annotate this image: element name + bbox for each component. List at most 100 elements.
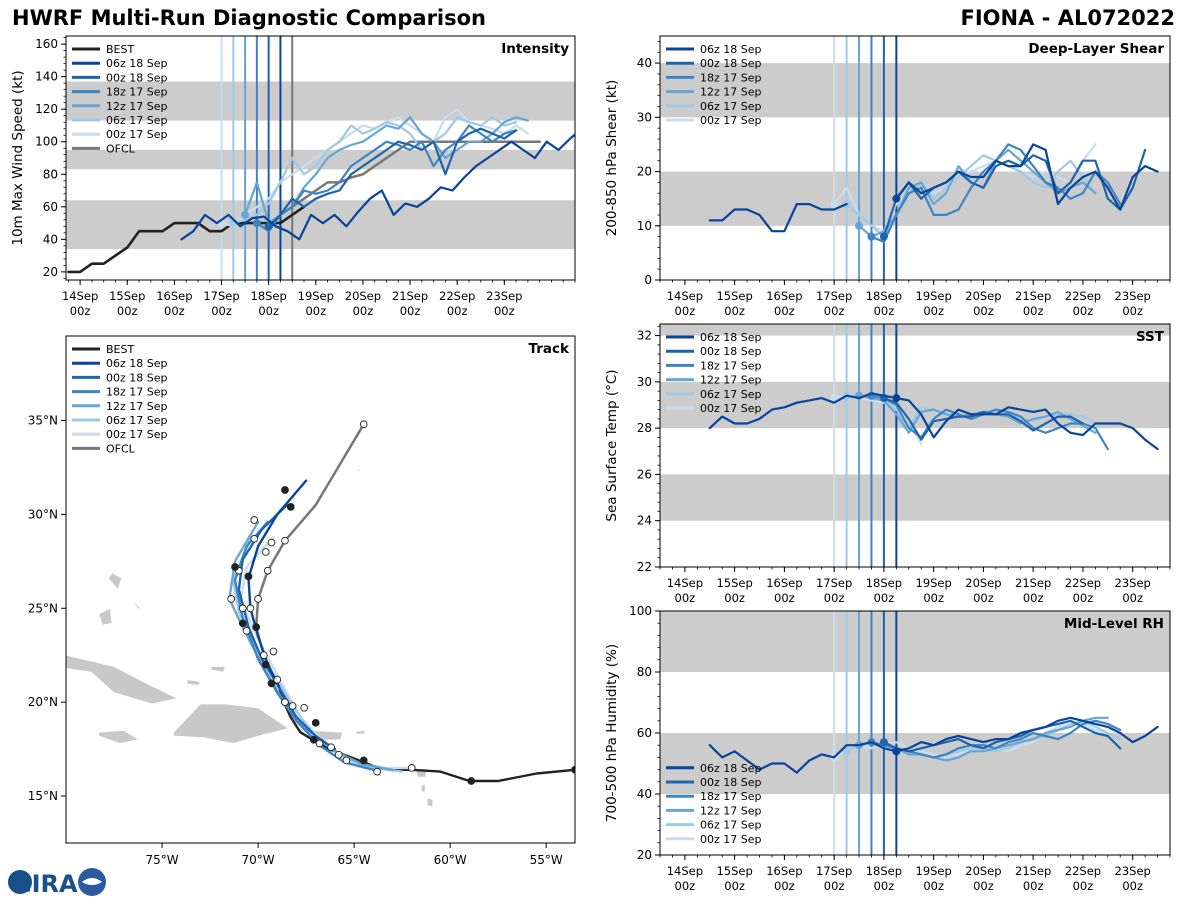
x-tick-label-hour: 00z	[774, 879, 795, 893]
track-point-ofcl	[259, 651, 268, 660]
legend-entry-00z-17-sep: 00z 17 Sep	[106, 428, 168, 441]
init-point-00z-18-sep	[264, 222, 273, 231]
legend-entry-06z-17-sep: 06z 17 Sep	[106, 414, 168, 427]
map-frame	[65, 335, 576, 844]
x-tick-label-day: 20Sep	[345, 289, 381, 303]
series-06z-18-sep	[708, 716, 1159, 774]
x-tick-label-hour: 00z	[923, 591, 944, 605]
init-point-00z-17-sep	[830, 394, 839, 403]
x-tick-label-day: 18Sep	[251, 289, 287, 303]
legend-entry-00z-18-sep: 00z 18 Sep	[700, 345, 762, 358]
x-tick-label-day: 19Sep	[916, 289, 952, 303]
y-tick-label: 100	[35, 135, 58, 149]
land-cuba	[66, 654, 179, 705]
legend-entry-best: BEST	[106, 343, 134, 356]
y-tick-label: 26	[637, 467, 652, 481]
x-tick-label-hour: 00z	[774, 591, 795, 605]
track-point-12z-17-sep	[327, 743, 335, 752]
y-tick-label: 20	[43, 265, 58, 279]
legend-entry-12z-17-sep: 12z 17 Sep	[700, 374, 762, 387]
lat-tick-label: 35°N	[28, 414, 58, 428]
x-tick-label-hour: 00z	[675, 591, 696, 605]
x-tick-label-hour: 00z	[824, 879, 845, 893]
legend-entry-00z-17-sep: 00z 17 Sep	[700, 833, 762, 846]
y-tick-label: 10	[637, 219, 652, 233]
land-hispaniola	[173, 703, 290, 744]
x-tick-label-day: 22Sep	[439, 289, 475, 303]
x-tick-label-hour: 00z	[1122, 591, 1143, 605]
shaded-band	[66, 81, 575, 121]
x-tick-label-hour: 00z	[353, 304, 374, 318]
x-tick-label-hour: 00z	[1073, 591, 1094, 605]
y-tick-label: 80	[43, 167, 58, 181]
x-tick-label-day: 22Sep	[1065, 576, 1101, 590]
track-ofcl	[254, 423, 365, 689]
x-tick-label-day: 20Sep	[965, 289, 1001, 303]
land-florida-tip	[66, 579, 67, 608]
track-point-06z-17-sep	[288, 702, 297, 710]
track-point-ofcl	[359, 420, 368, 429]
logo-globe-icon	[8, 870, 32, 894]
series-00z-18-sep	[267, 127, 518, 228]
y-tick-label: 0	[644, 273, 652, 287]
legend-entry-00z-18-sep: 00z 18 Sep	[106, 371, 168, 384]
shaded-band	[660, 611, 1170, 672]
x-tick-label-hour: 00z	[258, 304, 279, 318]
y-tick-label: 30	[637, 375, 652, 389]
legend-entry-06z-18-sep: 06z 18 Sep	[700, 331, 762, 344]
x-tick-label-hour: 00z	[724, 591, 745, 605]
init-point-18z-17-sep	[867, 232, 876, 241]
x-tick-label-hour: 00z	[923, 304, 944, 318]
series-18z-17-sep	[255, 124, 518, 233]
land-bermuda	[356, 468, 362, 473]
legend-entry-18z-17-sep: 18z 17 Sep	[700, 71, 762, 84]
land-bahamas-eleuthera	[129, 598, 142, 613]
y-tick-label: 60	[43, 200, 58, 214]
x-tick-label-day: 18Sep	[866, 289, 902, 303]
track-point-06z-17-sep	[250, 534, 259, 543]
x-tick-label-day: 15Sep	[716, 289, 752, 303]
init-point-12z-17-sep	[241, 210, 250, 219]
cira-logo: CIRA	[8, 868, 106, 898]
x-tick-label-hour: 00z	[824, 591, 845, 605]
x-tick-label-hour: 00z	[447, 304, 468, 318]
panel-sst: 22242628303214Sep00z15Sep00z16Sep00z17Se…	[604, 323, 1171, 605]
x-tick-label-day: 22Sep	[1065, 289, 1101, 303]
land-bahamas-inagua	[186, 679, 202, 686]
series-06z-18-sep	[180, 133, 575, 241]
lat-tick-label: 20°N	[28, 695, 58, 709]
legend-entry-00z-18-sep: 00z 18 Sep	[700, 776, 762, 789]
lat-tick-label: 15°N	[28, 789, 58, 803]
x-tick-label-day: 15Sep	[109, 289, 145, 303]
track-point-06z-17-sep	[238, 604, 247, 613]
init-point-00z-18-sep	[879, 232, 888, 241]
y-tick-label: 100	[629, 604, 652, 618]
series-18z-17-sep	[870, 394, 1109, 451]
x-tick-label-day: 17Sep	[203, 289, 239, 303]
x-tick-label-day: 16Sep	[766, 289, 802, 303]
track-point-00z-17-sep	[269, 647, 278, 656]
x-tick-label-day: 21Sep	[1015, 576, 1051, 590]
legend-entry-18z-17-sep: 18z 17 Sep	[700, 359, 762, 372]
x-tick-label-hour: 00z	[724, 304, 745, 318]
plot-frame	[659, 35, 1171, 281]
track-06z-18-sep	[247, 479, 308, 689]
land-martinique	[426, 797, 434, 808]
track-point-00z-18-sep	[311, 718, 320, 727]
y-tick-label: 20	[637, 848, 652, 862]
y-tick-label: 22	[637, 560, 652, 574]
legend-entry-00z-17-sep: 00z 17 Sep	[700, 114, 762, 127]
x-tick-label-day: 17Sep	[816, 576, 852, 590]
x-tick-label-hour: 00z	[1073, 879, 1094, 893]
x-tick-label-hour: 00z	[973, 879, 994, 893]
lon-tick-label: 55°W	[530, 853, 563, 867]
series-06z-17-sep	[845, 154, 1097, 238]
track-point-00z-18-sep	[231, 563, 239, 571]
series-06z-17-sep	[232, 116, 518, 225]
init-point-06z-18-sep	[892, 747, 901, 756]
track-point-00z-18-sep	[267, 679, 276, 688]
y-axis-label: 700-500 hPa Humidity (%)	[604, 644, 620, 822]
plot-area	[660, 324, 1170, 567]
